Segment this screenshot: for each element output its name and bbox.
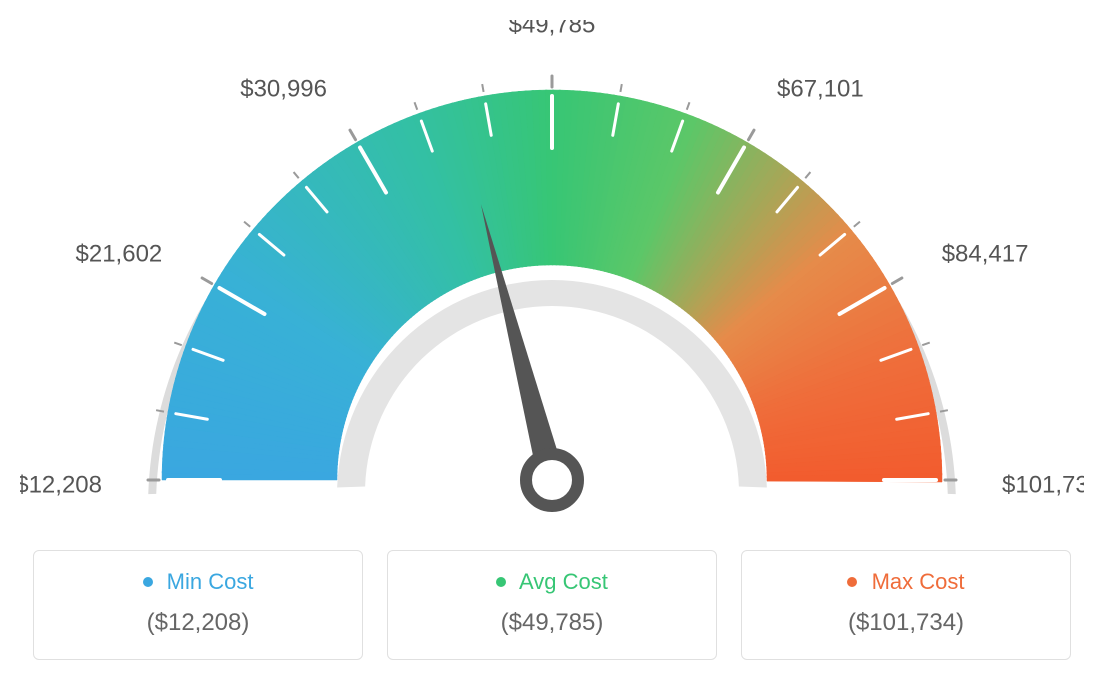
legend-dot-max	[847, 577, 857, 587]
legend-card-max: Max Cost ($101,734)	[741, 550, 1071, 660]
svg-text:$30,996: $30,996	[240, 76, 327, 103]
svg-text:$21,602: $21,602	[76, 240, 163, 267]
legend-title-avg: Avg Cost	[408, 569, 696, 595]
legend-title-max: Max Cost	[762, 569, 1050, 595]
legend-dot-min	[143, 577, 153, 587]
legend-value-min: ($12,208)	[54, 609, 342, 637]
cost-gauge-chart: $12,208 $21,602 $30,996 $49,785 $67,101 $84,4…	[20, 20, 1084, 530]
legend-title-label: Min Cost	[167, 569, 254, 594]
svg-text:$101,734: $101,734	[1002, 471, 1084, 498]
legend-dot-avg	[496, 577, 506, 587]
legend-value-avg: ($49,785)	[408, 609, 696, 637]
legend-value-max: ($101,734)	[762, 609, 1050, 637]
svg-text:$67,101: $67,101	[777, 76, 864, 103]
legend-title-label: Avg Cost	[519, 569, 608, 594]
svg-text:$84,417: $84,417	[942, 240, 1029, 267]
legend-title-label: Max Cost	[872, 569, 965, 594]
gauge-svg: $12,208 $21,602 $30,996 $49,785 $67,101 $84,4…	[20, 20, 1084, 530]
legend-title-min: Min Cost	[54, 569, 342, 595]
legend-card-min: Min Cost ($12,208)	[33, 550, 363, 660]
legend-card-avg: Avg Cost ($49,785)	[387, 550, 717, 660]
svg-text:$49,785: $49,785	[509, 20, 596, 38]
svg-text:$12,208: $12,208	[20, 471, 102, 498]
legend-row: Min Cost ($12,208) Avg Cost ($49,785) Ma…	[20, 550, 1084, 660]
